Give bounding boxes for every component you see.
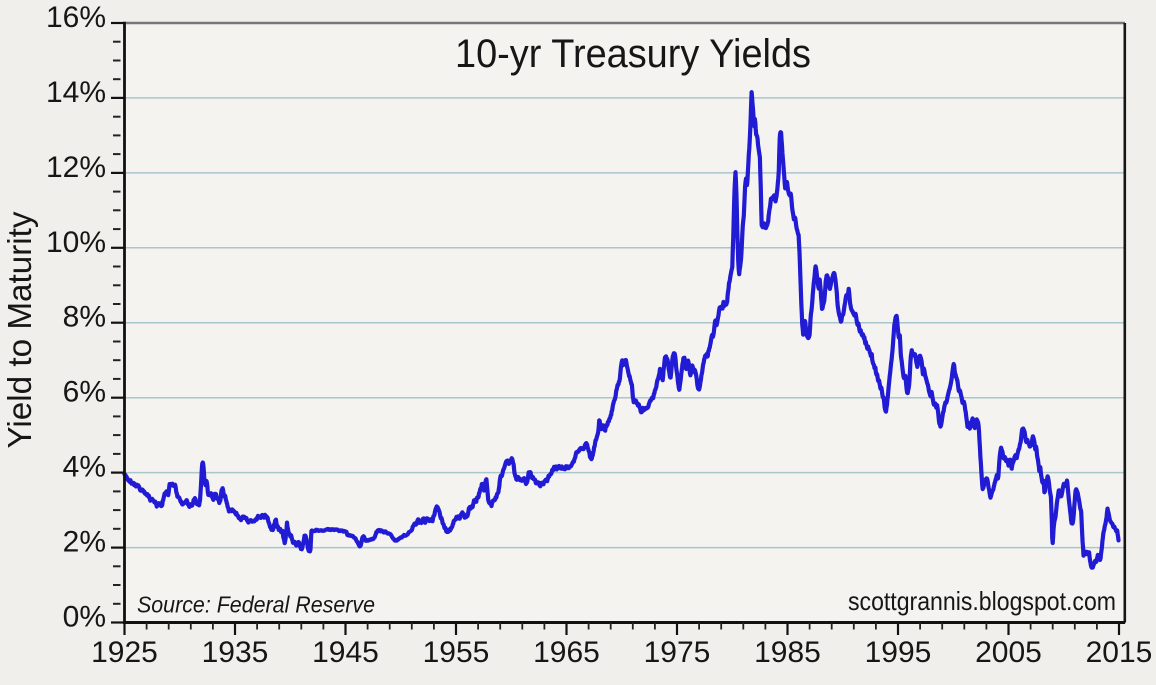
svg-text:1985: 1985	[754, 636, 821, 669]
svg-text:14%: 14%	[46, 76, 106, 109]
svg-text:2015: 2015	[1086, 636, 1153, 669]
svg-text:1975: 1975	[644, 636, 711, 669]
svg-text:12%: 12%	[46, 151, 106, 184]
svg-text:10%: 10%	[46, 226, 106, 259]
svg-text:2005: 2005	[975, 636, 1042, 669]
svg-text:1945: 1945	[312, 636, 379, 669]
svg-text:1965: 1965	[533, 636, 600, 669]
svg-text:scottgrannis.blogspot.com: scottgrannis.blogspot.com	[848, 586, 1116, 616]
svg-text:2%: 2%	[63, 526, 106, 559]
svg-text:8%: 8%	[63, 301, 106, 334]
svg-text:1995: 1995	[865, 636, 932, 669]
svg-text:16%: 16%	[46, 1, 106, 34]
svg-text:0%: 0%	[63, 601, 106, 634]
svg-text:1935: 1935	[202, 636, 269, 669]
svg-text:6%: 6%	[63, 376, 106, 409]
svg-text:Yield to Maturity: Yield to Maturity	[1, 211, 38, 448]
svg-text:1955: 1955	[423, 636, 490, 669]
svg-text:Source: Federal Reserve: Source: Federal Reserve	[137, 592, 375, 618]
svg-text:10-yr Treasury Yields: 10-yr Treasury Yields	[455, 32, 811, 76]
svg-text:1925: 1925	[91, 636, 158, 669]
svg-text:4%: 4%	[63, 451, 106, 484]
